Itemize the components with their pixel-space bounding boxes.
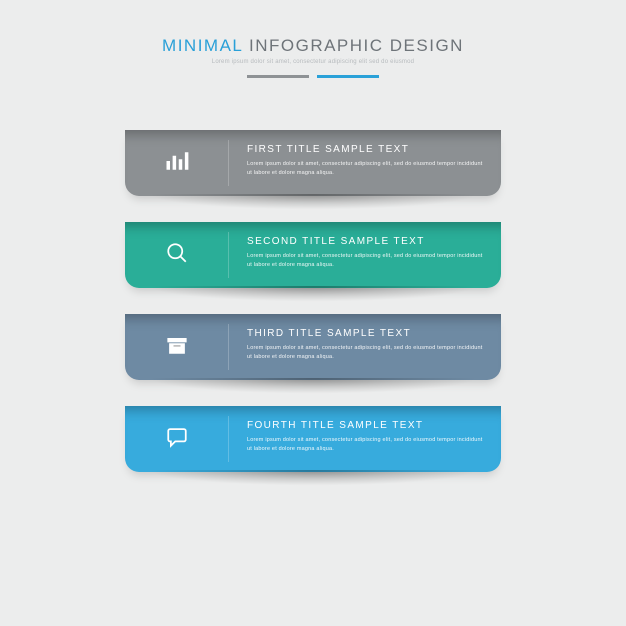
- infographic-row: FIRST TITLE SAMPLE TEXT Lorem ipsum dolo…: [86, 130, 540, 222]
- card-title: THIRD TITLE SAMPLE TEXT: [247, 328, 485, 339]
- archive-box-icon: [163, 331, 191, 364]
- accent-bar-right: [317, 75, 379, 78]
- card-title: FOURTH TITLE SAMPLE TEXT: [247, 420, 485, 431]
- infographic-card-4: FOURTH TITLE SAMPLE TEXT Lorem ipsum dol…: [125, 406, 501, 472]
- card-title: FIRST TITLE SAMPLE TEXT: [247, 144, 485, 155]
- card-text-col: THIRD TITLE SAMPLE TEXT Lorem ipsum dolo…: [229, 314, 501, 380]
- search-icon: [163, 239, 191, 272]
- infographic-card-3: THIRD TITLE SAMPLE TEXT Lorem ipsum dolo…: [125, 314, 501, 380]
- infographic-card-2: SECOND TITLE SAMPLE TEXT Lorem ipsum dol…: [125, 222, 501, 288]
- card-icon-col: [125, 406, 229, 472]
- card-text-col: FIRST TITLE SAMPLE TEXT Lorem ipsum dolo…: [229, 130, 501, 196]
- accent-bars: [0, 75, 626, 78]
- page-title: MINIMAL INFOGRAPHIC DESIGN: [0, 36, 626, 56]
- bar-chart-icon: [163, 147, 191, 180]
- infographic-row: FOURTH TITLE SAMPLE TEXT Lorem ipsum dol…: [86, 406, 540, 498]
- card-text-col: FOURTH TITLE SAMPLE TEXT Lorem ipsum dol…: [229, 406, 501, 472]
- infographic-row: SECOND TITLE SAMPLE TEXT Lorem ipsum dol…: [86, 222, 540, 314]
- title-word-minimal: MINIMAL: [162, 36, 243, 55]
- page-subtitle: Lorem ipsum dolor sit amet, consectetur …: [0, 59, 626, 65]
- accent-bar-left: [247, 75, 309, 78]
- paper-slit-shadow: [86, 378, 540, 396]
- card-title: SECOND TITLE SAMPLE TEXT: [247, 236, 485, 247]
- card-icon-col: [125, 130, 229, 196]
- infographic-list: FIRST TITLE SAMPLE TEXT Lorem ipsum dolo…: [0, 130, 626, 498]
- paper-slit-shadow: [86, 470, 540, 488]
- infographic-card-1: FIRST TITLE SAMPLE TEXT Lorem ipsum dolo…: [125, 130, 501, 196]
- card-body: Lorem ipsum dolor sit amet, consectetur …: [247, 252, 485, 269]
- title-word-rest: INFOGRAPHIC DESIGN: [249, 36, 464, 55]
- card-icon-col: [125, 222, 229, 288]
- paper-slit-shadow: [86, 194, 540, 212]
- speech-bubble-icon: [163, 423, 191, 456]
- card-body: Lorem ipsum dolor sit amet, consectetur …: [247, 160, 485, 177]
- card-icon-col: [125, 314, 229, 380]
- infographic-row: THIRD TITLE SAMPLE TEXT Lorem ipsum dolo…: [86, 314, 540, 406]
- paper-slit-shadow: [86, 286, 540, 304]
- card-text-col: SECOND TITLE SAMPLE TEXT Lorem ipsum dol…: [229, 222, 501, 288]
- card-body: Lorem ipsum dolor sit amet, consectetur …: [247, 436, 485, 453]
- header: MINIMAL INFOGRAPHIC DESIGN Lorem ipsum d…: [0, 0, 626, 78]
- card-body: Lorem ipsum dolor sit amet, consectetur …: [247, 344, 485, 361]
